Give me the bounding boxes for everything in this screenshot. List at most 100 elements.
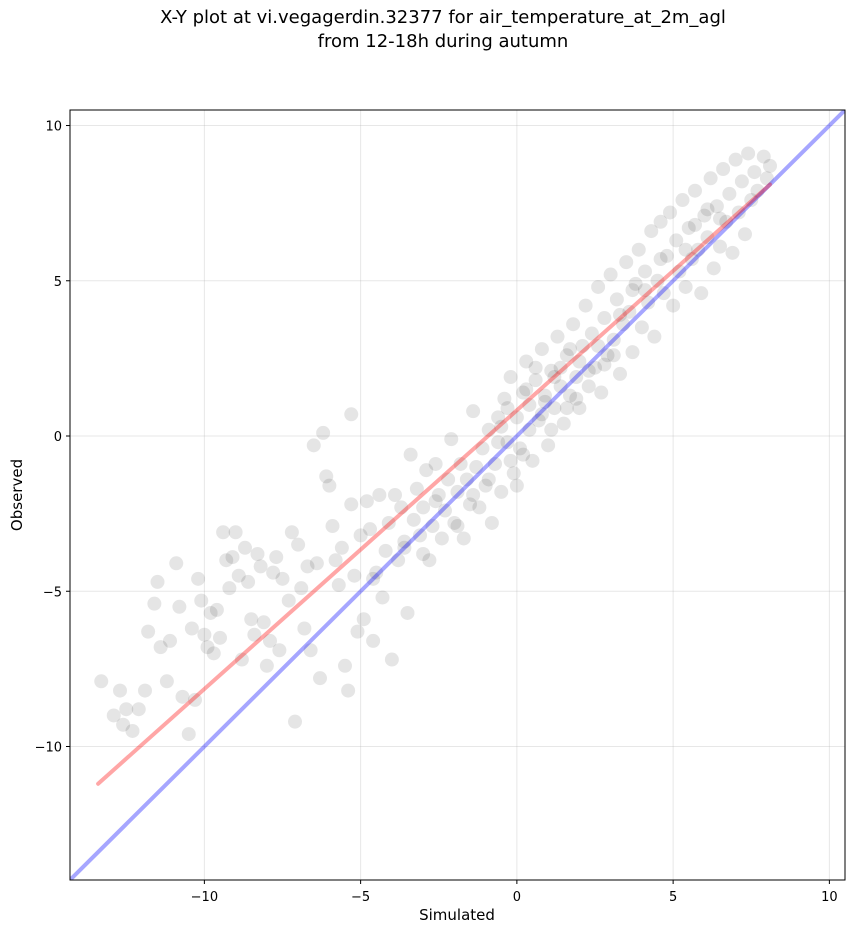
regression-line — [96, 182, 772, 786]
data-point — [209, 602, 224, 617]
data-point — [638, 283, 652, 298]
data-point — [394, 500, 409, 515]
data-point — [672, 264, 687, 279]
data-point — [613, 366, 627, 381]
data-point — [397, 540, 412, 555]
data-point — [194, 593, 209, 608]
data-point — [697, 208, 712, 223]
data-point — [463, 497, 477, 512]
data-point — [153, 640, 168, 655]
data-point — [716, 161, 731, 176]
data-point — [569, 370, 584, 385]
data-point — [534, 407, 549, 422]
data-point — [713, 239, 727, 254]
data-point — [219, 553, 234, 568]
data-point — [403, 447, 418, 462]
data-point — [594, 385, 609, 400]
reference-lines — [70, 110, 845, 880]
data-point — [453, 456, 468, 471]
data-point — [691, 242, 706, 257]
data-point — [213, 630, 227, 645]
data-point — [253, 559, 268, 574]
data-point — [378, 543, 393, 558]
data-point — [572, 354, 587, 369]
data-point — [266, 565, 281, 580]
data-point — [694, 286, 709, 301]
data-point — [503, 370, 518, 385]
data-point — [434, 531, 449, 546]
data-point — [359, 494, 374, 509]
data-point — [272, 643, 287, 658]
chart-title-line2: from 12-18h during autumn — [317, 31, 569, 52]
data-point — [375, 590, 390, 605]
data-point — [541, 438, 556, 453]
data-point — [150, 574, 165, 589]
data-point — [366, 633, 381, 648]
data-point — [388, 488, 402, 502]
data-point — [244, 612, 259, 627]
data-point — [478, 478, 493, 493]
data-point — [397, 534, 412, 549]
data-point — [472, 500, 487, 515]
data-point — [216, 525, 231, 540]
data-point — [225, 550, 240, 565]
data-point — [141, 624, 156, 639]
data-point — [206, 646, 221, 661]
data-point — [384, 652, 399, 667]
data-point — [688, 217, 702, 232]
data-point — [284, 525, 299, 540]
data-point — [363, 522, 377, 537]
data-point — [500, 401, 515, 416]
data-point — [422, 553, 437, 568]
data-point — [263, 633, 277, 648]
data-point — [734, 174, 749, 189]
data-point — [550, 329, 565, 344]
data-point — [381, 515, 396, 530]
data-point — [700, 202, 715, 217]
data-point — [625, 345, 640, 360]
data-point — [522, 422, 537, 437]
data-point — [503, 453, 518, 468]
data-point — [538, 394, 552, 409]
data-point — [131, 702, 146, 717]
data-point — [306, 438, 321, 453]
data-point — [722, 186, 737, 201]
axis-ticks: −10 −5 0 5 10 −10 −5 0 5 10 — [35, 120, 838, 905]
data-point — [256, 615, 271, 630]
plot-frame — [69, 109, 846, 881]
data-point — [231, 568, 246, 583]
data-point — [597, 357, 612, 372]
data-point — [606, 332, 621, 347]
data-point — [181, 727, 196, 742]
y-tick-label: −5 — [43, 585, 62, 600]
data-point — [450, 519, 465, 534]
data-point — [163, 633, 177, 648]
data-point — [709, 199, 724, 214]
data-point — [444, 432, 459, 447]
data-point — [328, 553, 343, 568]
data-point — [628, 276, 643, 291]
data-point — [569, 391, 584, 406]
data-point — [94, 674, 109, 689]
chart-title-line1: X-Y plot at vi.vegagerdin.32377 for air_… — [160, 7, 726, 28]
data-point — [450, 484, 465, 499]
data-point — [319, 469, 334, 484]
data-point — [731, 205, 746, 220]
y-tick-label: 5 — [54, 275, 62, 290]
data-point — [334, 540, 349, 555]
data-point — [553, 379, 568, 394]
data-point — [331, 578, 346, 593]
data-point — [247, 627, 262, 642]
data-point — [466, 488, 481, 502]
data-point — [747, 165, 762, 180]
data-point — [481, 422, 496, 437]
data-point — [169, 556, 184, 571]
data-point — [647, 329, 662, 344]
data-point — [581, 379, 596, 394]
data-point — [106, 708, 121, 723]
data-point — [653, 214, 668, 229]
data-point — [466, 404, 481, 419]
identity-line — [70, 110, 845, 880]
data-point — [641, 295, 656, 310]
data-point — [531, 413, 546, 428]
